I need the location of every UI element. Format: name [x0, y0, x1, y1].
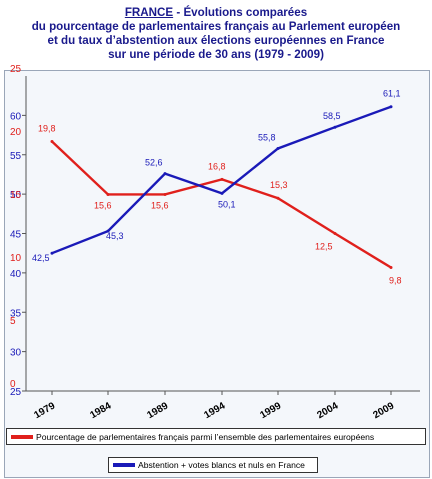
red-series-point	[276, 196, 280, 200]
blue-data-label: 50,1	[218, 199, 236, 209]
title-line4: sur une période de 30 ans (1979 - 2009)	[108, 48, 324, 61]
blue-series-point	[106, 229, 110, 233]
chart-title: FRANCE - Évolutions comparées du pourcen…	[0, 6, 432, 62]
blue-axis-tick-label: 50	[10, 190, 22, 201]
red-data-label: 15,6	[151, 200, 169, 210]
blue-data-label: 61,1	[383, 89, 401, 99]
red-series-point	[50, 140, 54, 144]
legend-blue-swatch	[113, 463, 135, 467]
chart-frame	[4, 70, 430, 478]
x-tick-label: 2004	[315, 400, 340, 421]
red-series-point	[333, 232, 337, 235]
red-data-label: 12,5	[315, 242, 333, 252]
legend-red-swatch	[11, 434, 33, 439]
blue-axis-tick-label: 45	[10, 230, 22, 241]
blue-axis-tick-label: 60	[10, 111, 22, 122]
blue-data-label: 55,8	[258, 132, 276, 142]
red-series-point	[389, 266, 393, 270]
blue-series-point	[163, 172, 167, 176]
x-tick-label: 1999	[258, 400, 283, 421]
red-axis-tick-label: 0	[10, 379, 16, 390]
title-line3: et du taux d’abstention aux élections eu…	[47, 34, 385, 47]
legend-red-label: Pourcentage de parlementaires français p…	[36, 431, 375, 442]
blue-axis-tick-label: 35	[10, 308, 22, 319]
red-axis-tick-label: 20	[10, 127, 22, 138]
legend-red: Pourcentage de parlementaires français p…	[6, 428, 426, 445]
red-data-label: 15,3	[270, 180, 288, 190]
red-data-label: 19,8	[38, 124, 56, 134]
blue-data-label: 42,5	[32, 253, 50, 263]
title-line1: - Évolutions comparées	[173, 6, 308, 19]
blue-series-point	[220, 191, 224, 195]
title-line2: du pourcentage de parlementaires françai…	[31, 20, 401, 33]
red-axis-tick-label: 25	[10, 64, 22, 75]
x-tick-label: 1989	[145, 400, 170, 421]
blue-series-point	[276, 146, 280, 150]
blue-axis-tick-label: 40	[10, 269, 22, 280]
red-series-point	[220, 177, 224, 181]
red-axis-tick-label: 10	[10, 253, 22, 264]
blue-series-point	[50, 251, 54, 255]
blue-axis-tick-label: 55	[10, 151, 22, 162]
red-series-point	[106, 192, 110, 196]
red-series-point	[163, 192, 167, 196]
blue-axis-tick-label: 30	[10, 348, 22, 359]
x-tick-label: 1984	[88, 400, 113, 421]
legend-blue-label: Abstention + votes blancs et nuls en Fra…	[138, 460, 305, 470]
red-data-label: 16,8	[208, 161, 226, 171]
x-tick-label: 1994	[202, 400, 227, 421]
blue-axis-tick-label: 25	[10, 387, 22, 398]
red-axis-tick-label: 5	[10, 316, 16, 327]
red-data-label: 9,8	[389, 276, 402, 286]
blue-series-point	[389, 105, 393, 109]
blue-data-label: 45,3	[106, 231, 124, 241]
red-axis-tick-label: 15	[10, 190, 22, 201]
blue-series-point	[333, 125, 337, 129]
title-country: FRANCE	[124, 6, 174, 19]
red-data-label: 15,6	[94, 200, 112, 210]
x-tick-label: 1979	[32, 400, 57, 421]
x-tick-label: 2009	[371, 400, 396, 421]
blue-data-label: 58,5	[323, 111, 341, 121]
blue-data-label: 52,6	[145, 158, 163, 168]
legend-blue: Abstention + votes blancs et nuls en Fra…	[108, 457, 318, 473]
